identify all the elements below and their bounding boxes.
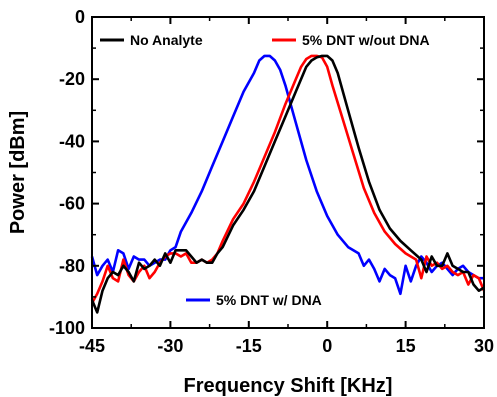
- y-tick-label: -20: [59, 69, 85, 89]
- plot-frame: [91, 16, 485, 329]
- x-tick-label: 30: [474, 336, 494, 356]
- legend-label: 5% DNT w/out DNA: [302, 32, 430, 48]
- x-tick-label: 0: [322, 336, 332, 356]
- legend-item-1: 5% DNT w/out DNA: [272, 32, 430, 48]
- y-tick-label: -100: [49, 318, 85, 338]
- series-line-0: [90, 54, 485, 314]
- y-tick-label: -80: [59, 256, 85, 276]
- y-tick-label: -40: [59, 131, 85, 151]
- legend-item-2: 5% DNT w/ DNA: [186, 292, 322, 308]
- legend-item-0: No Analyte: [100, 32, 203, 48]
- series-layer: [90, 54, 486, 314]
- y-tick-label: -60: [59, 194, 85, 214]
- ticks-layer: [91, 16, 485, 329]
- x-tick-label: -15: [236, 336, 262, 356]
- legend-label: No Analyte: [130, 32, 203, 48]
- legend-label: 5% DNT w/ DNA: [216, 292, 322, 308]
- x-tick-label: -45: [79, 336, 105, 356]
- y-axis-title: Power [dBm]: [7, 111, 29, 234]
- y-tick-label: 0: [75, 7, 85, 27]
- x-tick-label: 15: [396, 336, 416, 356]
- x-axis-title: Frequency Shift [KHz]: [184, 375, 393, 397]
- tick-labels-layer: -45 -30 -15 0 15 30 0 -20 -40 -60 -80 -100: [49, 7, 494, 356]
- x-tick-label: -30: [157, 336, 183, 356]
- legend-layer: No Analyte 5% DNT w/out DNA 5% DNT w/ DNA: [100, 32, 430, 308]
- series-line-1: [90, 54, 486, 304]
